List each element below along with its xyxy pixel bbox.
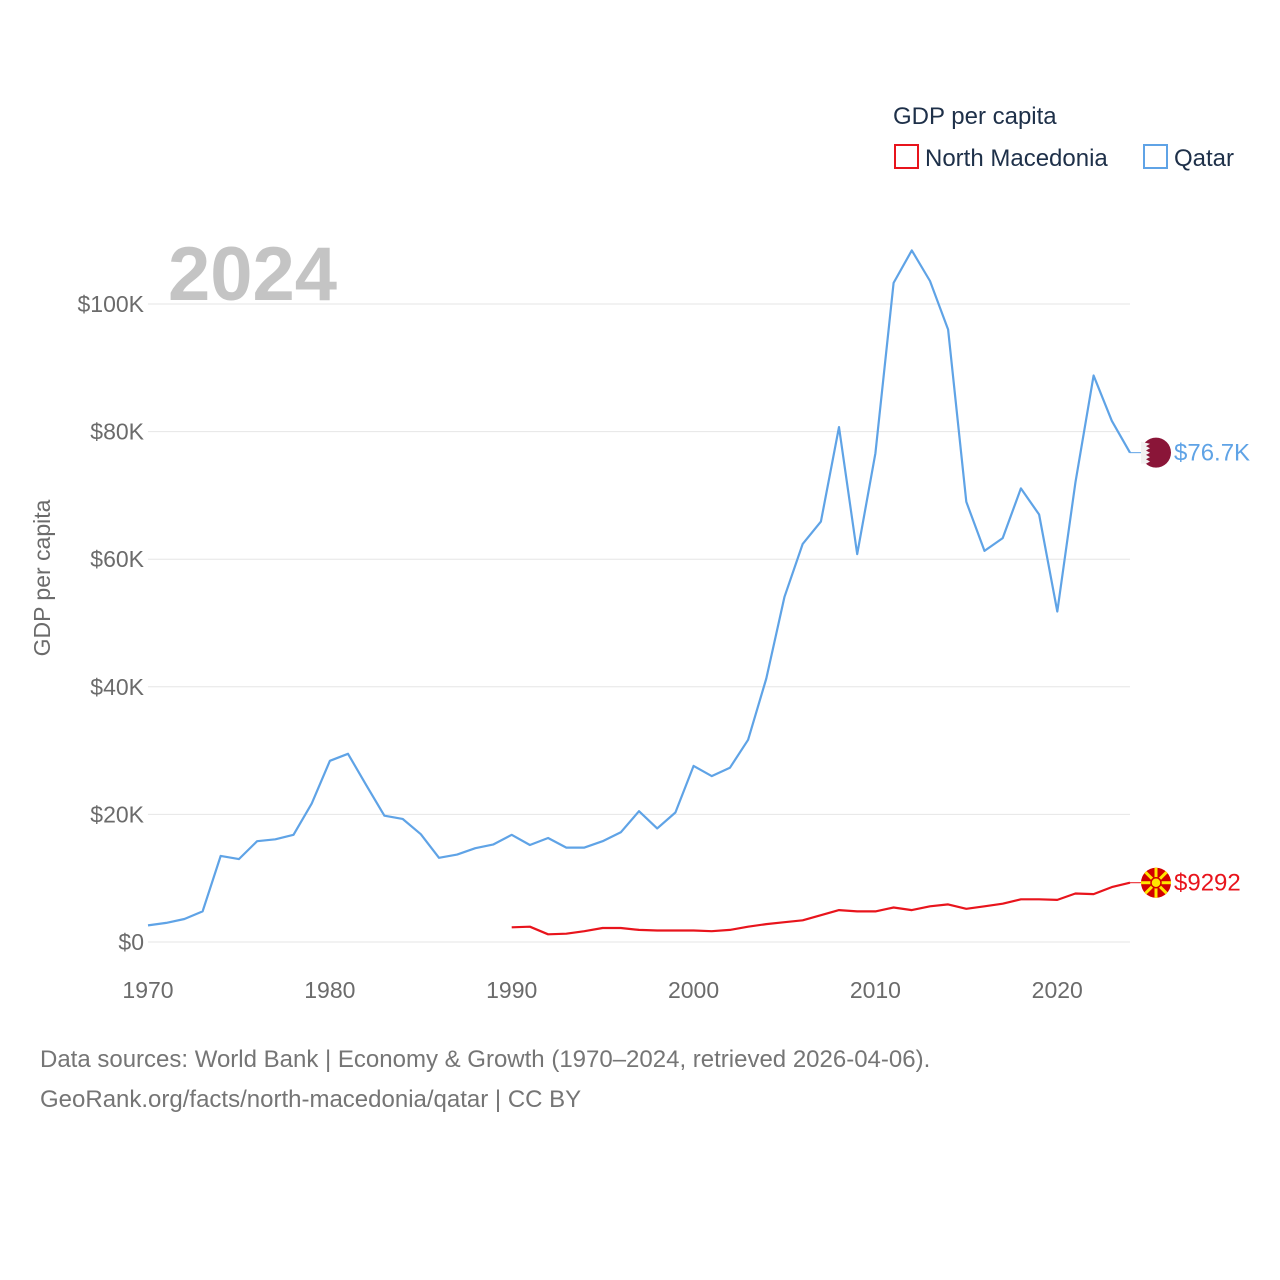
source-footer: Data sources: World Bank | Economy & Gro… [40, 1040, 930, 1120]
x-tick-label: 1980 [304, 977, 355, 1003]
series-line-north-macedonia [511, 881, 1131, 936]
source-text: Data sources: World Bank | Economy & Gro… [40, 1046, 931, 1073]
x-tick-label: 1970 [122, 977, 173, 1003]
x-tick-label: 2010 [850, 977, 901, 1003]
y-tick-labels: $0 $20K $40K $60K $80K $100K [77, 291, 144, 955]
qatar-flag-serration [1141, 441, 1150, 464]
legend-title: GDP per capita [893, 103, 1057, 130]
x-tick-label: 2000 [668, 977, 719, 1003]
y-tick-label: $100K [77, 291, 144, 317]
legend: GDP per capita North Macedonia Qatar [893, 103, 1234, 172]
legend-swatch-north-macedonia [894, 144, 919, 169]
legend-swatch-qatar [1143, 144, 1168, 169]
x-tick-label: 1990 [486, 977, 537, 1003]
y-tick-label: $80K [90, 419, 144, 445]
gdp-line-chart: 2024 GDP per capita $0 $20K $40K $60K $80K $1… [29, 103, 1250, 1003]
legend-item-qatar[interactable]: Qatar [1143, 144, 1234, 172]
y-tick-label: $0 [118, 929, 144, 955]
y-tick-label: $60K [90, 546, 144, 572]
legend-label-qatar: Qatar [1174, 145, 1234, 172]
series-end-markers: $9292 $76.7K [1130, 437, 1250, 898]
series-line-qatar [147, 249, 1131, 927]
north-macedonia-flag-icon [1141, 867, 1171, 898]
y-tick-label: $20K [90, 801, 144, 827]
x-tick-labels: 1970 1980 1990 2000 2010 2020 [122, 977, 1082, 1003]
legend-item-north-macedonia[interactable]: North Macedonia [894, 144, 1108, 172]
y-axis-label: GDP per capita [29, 499, 55, 656]
legend-label-north-macedonia: North Macedonia [925, 145, 1108, 172]
end-value-label-north-macedonia: $9292 [1174, 870, 1241, 897]
gridlines [148, 303, 1130, 943]
y-tick-label: $40K [90, 674, 144, 700]
attribution-link[interactable]: GeoRank.org/facts/north-macedonia/qatar … [40, 1086, 582, 1113]
qatar-flag-disc [1141, 437, 1171, 468]
series-lines [147, 249, 1131, 936]
qatar-flag-icon [1141, 437, 1171, 468]
x-tick-label: 2020 [1032, 977, 1083, 1003]
end-value-label-qatar: $76.7K [1174, 440, 1250, 467]
year-label: 2024 [168, 232, 337, 317]
mk-flag-sun [1150, 876, 1162, 889]
